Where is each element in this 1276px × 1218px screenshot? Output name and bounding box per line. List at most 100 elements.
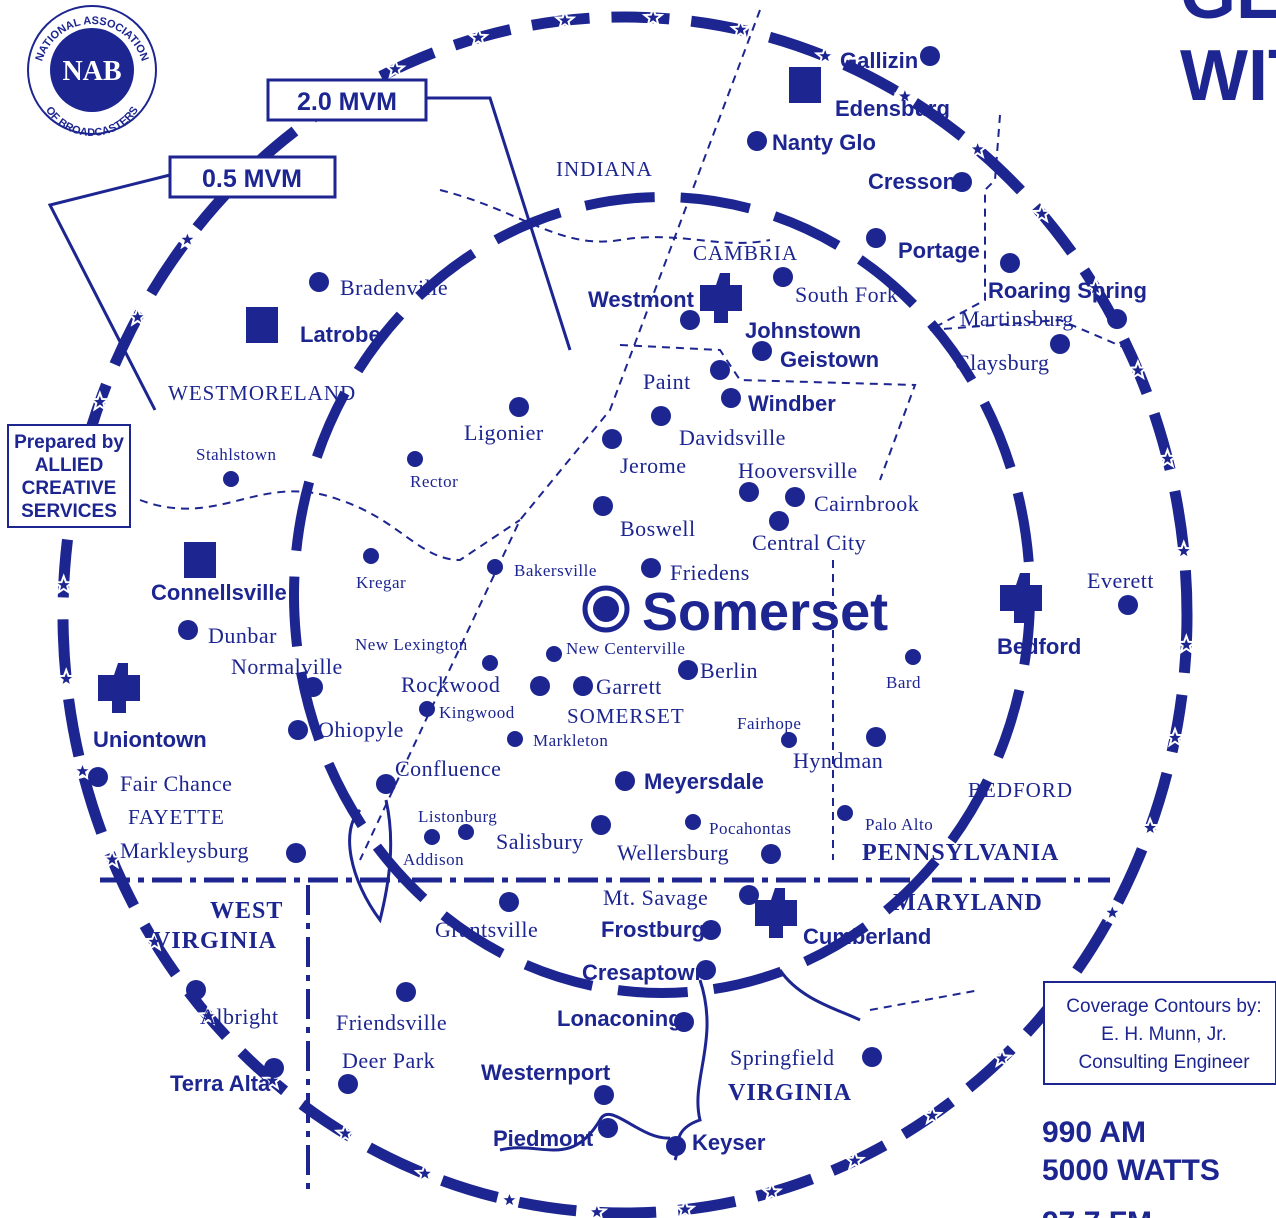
contour-label: 2.0 MVM [297, 88, 397, 116]
star [501, 1191, 518, 1207]
town-dot [424, 829, 440, 845]
home-dot [593, 596, 619, 622]
city-shape [1000, 573, 1042, 623]
town-label: Cumberland [803, 924, 931, 949]
town-label: Stahlstown [196, 445, 277, 464]
credit-line: SERVICES [21, 501, 117, 522]
state-label: WEST [210, 898, 283, 924]
town-label: Windber [748, 391, 836, 416]
engineer-line: Coverage Contours by: [1066, 996, 1261, 1017]
town-label: Deer Park [342, 1048, 435, 1073]
station-line: 990 AM [1042, 1116, 1146, 1149]
town-label: Ohiopyle [318, 717, 404, 742]
town-label: Keyser [692, 1130, 766, 1155]
city-shape [700, 273, 742, 323]
town-dot [363, 548, 379, 564]
page: {"header": {"title_lines": ["GET", "WIT"… [0, 0, 1276, 1218]
town-label: Salisbury [496, 829, 584, 854]
town-dot [680, 310, 700, 330]
town-label: New Lexington [355, 635, 468, 654]
town-dot [338, 1074, 358, 1094]
town-dot [685, 814, 701, 830]
town-dot [509, 397, 529, 417]
town-label: Westmont [588, 287, 695, 312]
town-label: Albright [200, 1004, 279, 1029]
town-label: Grantsville [435, 917, 538, 942]
town-dot [594, 1085, 614, 1105]
town-dot [178, 620, 198, 640]
header-line: GET [1180, 0, 1276, 34]
town-label: New Centerville [566, 639, 685, 658]
town-dot [773, 267, 793, 287]
town-label: Berlin [700, 658, 758, 683]
town-dot [641, 558, 661, 578]
city-block [246, 307, 278, 343]
header-line: WIT [1180, 36, 1276, 116]
town-label: South Fork [795, 282, 898, 307]
town-dot [752, 341, 772, 361]
town-label: Normalville [231, 654, 343, 679]
town-dot [761, 844, 781, 864]
state-label: MARYLAND [893, 890, 1043, 916]
star [1178, 636, 1195, 652]
town-dot [303, 677, 323, 697]
town-dot [905, 649, 921, 665]
town-label: Johnstown [745, 318, 861, 343]
town-label: Rockwood [401, 672, 500, 697]
town-label: Roaring Spring [988, 278, 1147, 303]
town-label: Westernport [481, 1060, 611, 1085]
credit-line: Prepared by [14, 432, 124, 453]
town-label: Wellersburg [617, 840, 729, 865]
town-dot [88, 767, 108, 787]
town-dot [286, 843, 306, 863]
town-label: Bradenville [340, 275, 448, 300]
town-dot [781, 732, 797, 748]
town-dot [546, 646, 562, 662]
town-label: Garrett [596, 674, 662, 699]
town-label: Rector [410, 472, 458, 491]
town-dot [866, 228, 886, 248]
town-dot [1107, 309, 1127, 329]
town-label: Fairhope [737, 714, 801, 733]
town-label: Palo Alto [865, 815, 933, 834]
town-label: Terra Alta [170, 1071, 271, 1096]
logo-initials: NAB [62, 56, 121, 87]
town-dot [499, 892, 519, 912]
town-label: Meyersdale [644, 769, 764, 794]
town-label: Addison [403, 850, 464, 869]
town-dot [223, 471, 239, 487]
town-label: Dunbar [208, 623, 277, 648]
county-label: BEDFORD [968, 778, 1073, 802]
town-label: Connellsville [151, 580, 287, 605]
engineer-line: Consulting Engineer [1078, 1052, 1250, 1073]
town-dot [288, 720, 308, 740]
county-label: SOMERSET [567, 704, 685, 728]
town-label: Portage [898, 238, 980, 263]
station-line: 97.7 FM [1042, 1206, 1152, 1218]
pointer [425, 98, 570, 350]
county-label: INDIANA [556, 157, 653, 181]
town-dot [419, 701, 435, 717]
star [55, 576, 72, 592]
state-label: VIRGINIA [153, 928, 277, 954]
town-label: Nanty Glo [772, 130, 876, 155]
town-dot [598, 1118, 618, 1138]
town-dot [769, 511, 789, 531]
state-label: VIRGINIA [728, 1080, 852, 1106]
town-label: Davidsville [679, 425, 786, 450]
town-label: Jerome [620, 453, 687, 478]
town-dot [666, 1136, 686, 1156]
county-label: CAMBRIA [693, 241, 798, 265]
town-label: Everett [1087, 568, 1154, 593]
town-dot [785, 487, 805, 507]
town-label: Lonaconing [557, 1006, 682, 1031]
town-label: Cairnbrook [814, 491, 919, 516]
town-label: Paint [643, 369, 691, 394]
town-label: Gallizin [840, 48, 918, 73]
town-label: Central City [752, 530, 866, 555]
town-dot [376, 774, 396, 794]
town-dot [530, 676, 550, 696]
town-label: Somerset [642, 582, 888, 642]
town-dot [747, 131, 767, 151]
town-label: Springfield [730, 1045, 835, 1070]
